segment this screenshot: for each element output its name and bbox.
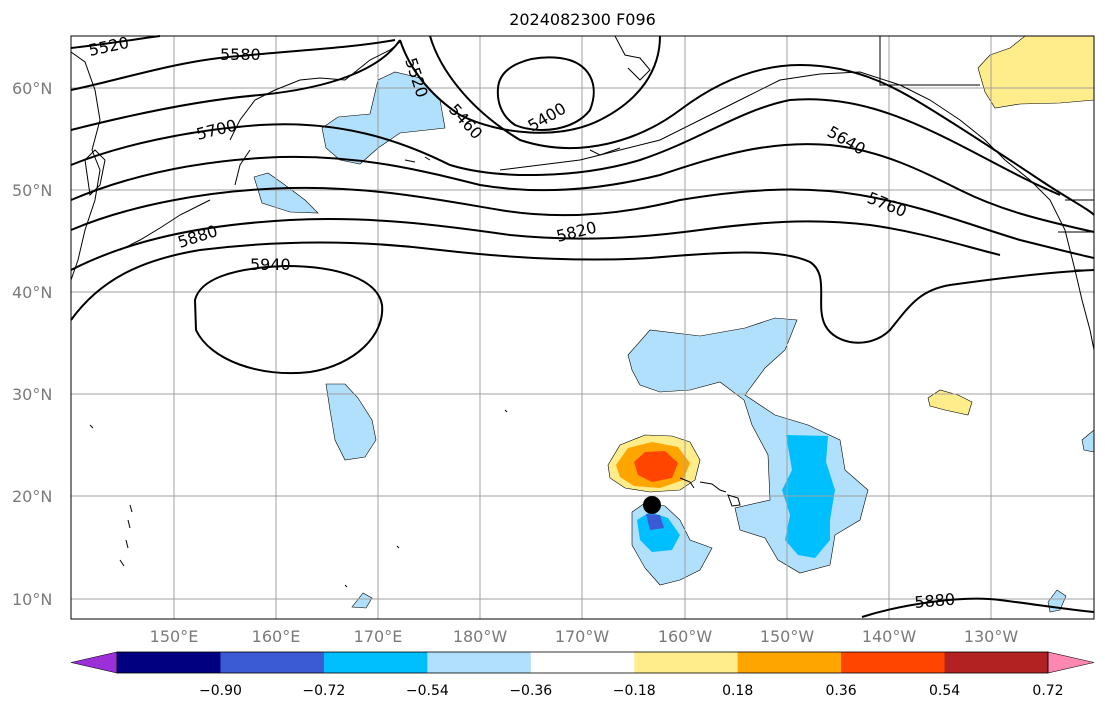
colorbar: −0.90 −0.72 −0.54 −0.36 −0.18 0.18 0.36 0.54 0.7… — [70, 651, 1095, 699]
coastlines — [70, 35, 1095, 588]
colorbar-swatch — [323, 652, 428, 673]
negative-region-west-pacific — [325, 383, 377, 461]
contour-label: 5880 — [914, 590, 956, 612]
map-title: 2024082300 F096 — [509, 10, 656, 29]
lon-label: 170°E — [354, 627, 403, 646]
colorbar-extend-high — [1047, 651, 1095, 674]
colorbar-tick-label: 0.36 — [826, 683, 857, 699]
colorbar-tick-label: 0.54 — [929, 683, 960, 699]
lat-label: 40°N — [12, 283, 52, 302]
lon-label: 160°E — [252, 627, 301, 646]
colorbar-swatch — [530, 652, 635, 673]
lon-label: 140°W — [862, 627, 917, 646]
lat-label: 20°N — [12, 487, 52, 506]
strong-positive-region — [634, 451, 678, 482]
colorbar-tick-label: −0.54 — [406, 683, 449, 699]
latitude-labels: 60°N 50°N 40°N 30°N 20°N 10°N — [12, 79, 52, 609]
positive-region-subtropical — [927, 389, 973, 416]
colorbar-tick-label: −0.18 — [613, 683, 656, 699]
colorbar-swatch — [634, 652, 739, 673]
lat-label: 10°N — [12, 590, 52, 609]
lon-label: 150°E — [150, 627, 199, 646]
negative-region-small — [351, 592, 373, 609]
contour-label: 5940 — [250, 255, 291, 274]
strongest-negative-region — [646, 514, 664, 530]
colorbar-tick-label: 0.18 — [722, 683, 753, 699]
lon-label: 160°W — [658, 627, 713, 646]
contour-label: 5580 — [220, 45, 261, 64]
lat-label: 60°N — [12, 79, 52, 98]
colorbar-swatch — [944, 652, 1049, 673]
colorbar-swatch — [117, 652, 221, 673]
colorbar-swatch — [220, 652, 325, 673]
longitude-labels: 150°E 160°E 170°E 180°W 170°W 160°W 150°… — [150, 627, 1019, 646]
colorbar-swatch — [841, 652, 946, 673]
negative-region-aleutian — [321, 71, 446, 165]
lon-label: 150°W — [760, 627, 815, 646]
strong-negative-region-hawaii — [637, 512, 680, 552]
colorbar-tick-label: −0.72 — [302, 683, 345, 699]
lon-label: 170°W — [555, 627, 610, 646]
colorbar-tick-label: −0.36 — [509, 683, 552, 699]
colorbar-tick-label: 0.72 — [1032, 683, 1063, 699]
anomaly-fill-layer — [253, 35, 1095, 613]
lat-label: 50°N — [12, 181, 52, 200]
colorbar-outline — [116, 651, 1049, 674]
height-contours — [70, 35, 1095, 618]
map-frame — [70, 35, 1095, 620]
colorbar-swatch — [737, 652, 842, 673]
storm-center-marker — [643, 496, 661, 514]
colorbar-extend-low — [70, 651, 118, 674]
lon-label: 180°W — [453, 627, 508, 646]
negative-region-kuril — [253, 172, 319, 214]
colorbar-swatch — [427, 652, 532, 673]
lat-label: 30°N — [12, 385, 52, 404]
colorbar-tick-label: −0.90 — [199, 683, 242, 699]
lon-label: 130°W — [964, 627, 1019, 646]
